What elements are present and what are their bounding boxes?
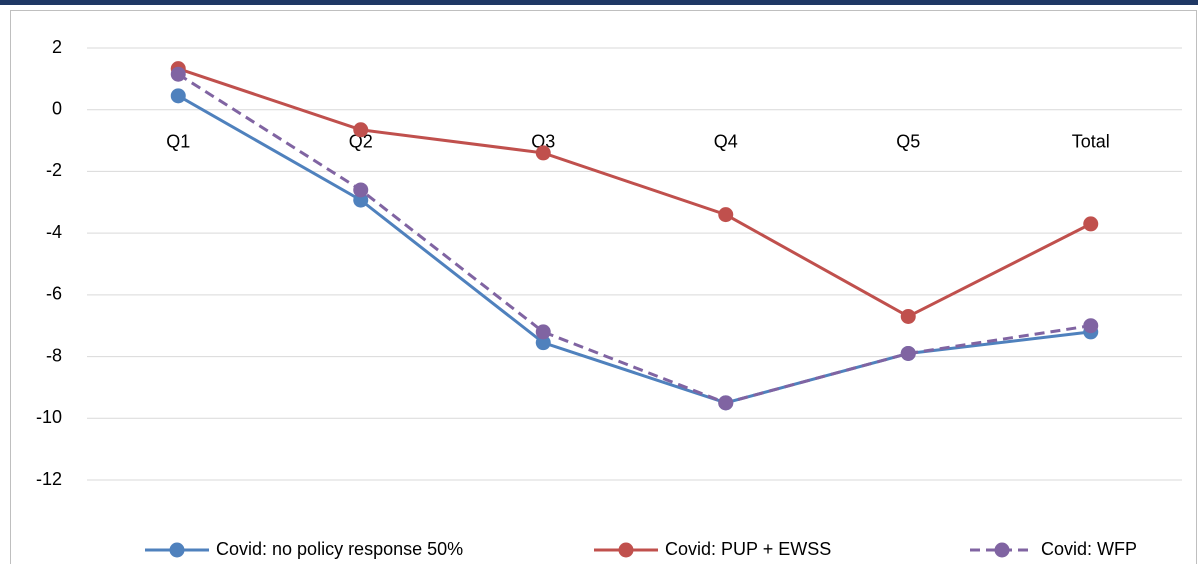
x-tick-label: Total (1072, 131, 1110, 151)
data-point (900, 345, 916, 361)
data-point (170, 88, 186, 104)
data-point (535, 145, 551, 161)
data-point (900, 308, 916, 324)
y-tick-label: -10 (36, 407, 62, 427)
legend-label: Covid: no policy response 50% (216, 539, 463, 559)
y-tick-label: -4 (46, 222, 62, 242)
y-tick-label: 0 (52, 98, 62, 118)
series-line (177, 94, 1091, 405)
legend-marker (169, 542, 185, 558)
data-point (535, 335, 551, 351)
top-bar (0, 0, 1198, 5)
x-tick-label: Q2 (349, 131, 373, 151)
data-point (353, 182, 369, 198)
x-tick-label: Q4 (714, 131, 738, 151)
chart-border (10, 10, 1197, 564)
legend-marker (618, 542, 634, 558)
series-line (177, 72, 1091, 405)
x-tick-label: Q3 (531, 131, 555, 151)
data-point (718, 395, 734, 411)
legend-label: Covid: WFP (1041, 539, 1137, 559)
y-tick-label: -12 (36, 469, 62, 489)
data-point (718, 207, 734, 223)
data-point (535, 324, 551, 340)
y-tick-label: 2 (52, 37, 62, 57)
legend-marker (994, 542, 1010, 558)
y-tick-label: -6 (46, 284, 62, 304)
data-point (170, 66, 186, 82)
data-point (353, 122, 369, 138)
y-tick-label: -2 (46, 160, 62, 180)
data-point (1083, 216, 1099, 232)
x-tick-label: Q1 (166, 131, 190, 151)
y-tick-label: -8 (46, 345, 62, 365)
legend-label: Covid: PUP + EWSS (665, 539, 831, 559)
data-point (1083, 318, 1099, 334)
x-tick-label: Q5 (896, 131, 920, 151)
series-line (177, 67, 1092, 319)
